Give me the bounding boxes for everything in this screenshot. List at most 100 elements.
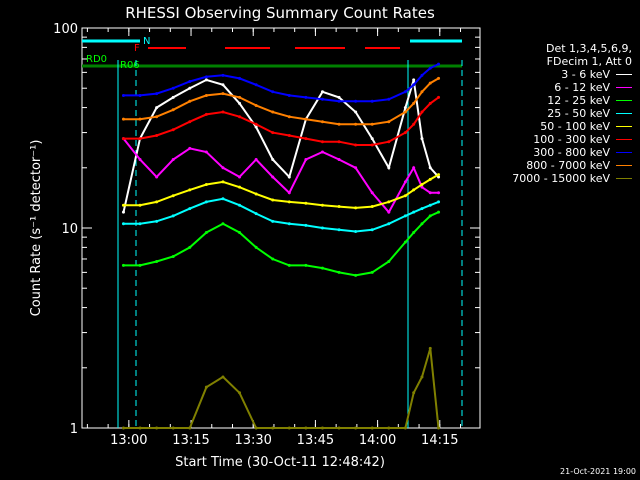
data-point-6-1	[138, 93, 142, 97]
data-point-3-18	[412, 210, 416, 214]
data-point-0-0	[121, 210, 125, 214]
data-point-3-8	[254, 212, 258, 216]
data-point-3-16	[387, 222, 391, 226]
data-point-3-19	[420, 207, 424, 211]
data-point-5-19	[420, 110, 424, 114]
data-point-5-10	[287, 134, 291, 138]
data-point-2-12	[320, 266, 324, 270]
data-point-4-7	[238, 185, 242, 189]
data-point-7-8	[254, 103, 258, 107]
y-axis-label: Count Rate (s⁻¹ detector⁻¹)	[29, 140, 44, 317]
data-point-8-0	[121, 426, 125, 430]
data-point-8-7	[238, 391, 242, 395]
data-point-5-8	[254, 122, 258, 126]
data-point-1-15	[370, 191, 374, 195]
flag-r06: R06	[120, 60, 140, 71]
data-point-3-9	[271, 219, 275, 223]
data-point-1-17	[403, 180, 407, 184]
legend-swatch	[616, 87, 632, 88]
data-point-8-11	[304, 426, 308, 430]
legend-header-line: Det 1,3,4,5,6,9,	[545, 42, 632, 55]
data-point-0-6	[221, 83, 225, 87]
timestamp: 21-Oct-2021 19:00	[560, 467, 636, 476]
data-point-2-3	[171, 255, 175, 259]
data-point-8-16	[387, 426, 391, 430]
data-point-7-3	[171, 108, 175, 112]
legend-header-line: FDecim 1, Att 0	[546, 55, 632, 68]
data-point-6-9	[271, 90, 275, 94]
data-point-3-10	[287, 222, 291, 226]
data-point-5-4	[188, 120, 192, 124]
data-point-2-5	[204, 230, 208, 234]
data-point-1-13	[337, 158, 341, 162]
y-tick-label-0: 1	[70, 422, 78, 437]
data-point-4-8	[254, 192, 258, 196]
legend-swatch	[616, 165, 632, 166]
data-point-0-7	[238, 101, 242, 105]
data-point-6-7	[238, 76, 242, 80]
legend-label: 800 - 7000 keV	[526, 159, 610, 172]
data-point-2-13	[337, 270, 341, 274]
x-tick-label-4: 14:00	[359, 433, 396, 448]
data-point-8-15	[370, 426, 374, 430]
data-point-5-15	[370, 143, 374, 147]
legend-entry-6: 300 - 800 keV	[472, 146, 632, 159]
data-point-3-0	[121, 222, 125, 226]
data-point-6-16	[387, 97, 391, 101]
data-point-8-2	[155, 426, 159, 430]
data-point-3-12	[320, 226, 324, 230]
data-point-1-8	[254, 158, 258, 162]
data-point-2-7	[238, 230, 242, 234]
data-point-5-14	[354, 143, 358, 147]
data-point-8-18	[412, 391, 416, 395]
data-point-5-3	[171, 128, 175, 132]
legend-entry-3: 25 - 50 keV	[472, 107, 632, 120]
data-point-3-14	[354, 230, 358, 234]
data-point-0-20	[428, 166, 432, 170]
data-point-4-14	[354, 206, 358, 210]
data-point-2-4	[188, 245, 192, 249]
data-point-6-3	[171, 86, 175, 90]
data-point-5-6	[221, 110, 225, 114]
data-point-6-10	[287, 93, 291, 97]
data-point-6-20	[428, 66, 432, 70]
data-point-7-13	[337, 122, 341, 126]
data-point-7-20	[428, 81, 432, 85]
data-point-2-21	[437, 210, 441, 214]
legend-entry-1: 6 - 12 keV	[472, 81, 632, 94]
y-tick-label-2: 100	[53, 22, 78, 37]
data-point-8-21	[437, 426, 441, 430]
legend-entry-4: 50 - 100 keV	[472, 120, 632, 133]
data-point-8-14	[354, 426, 358, 430]
data-point-7-2	[155, 115, 159, 119]
data-point-1-2	[155, 175, 159, 179]
data-point-7-17	[403, 110, 407, 114]
data-point-0-12	[320, 90, 324, 94]
series-line-0	[122, 78, 440, 213]
data-point-4-12	[320, 203, 324, 207]
data-point-4-10	[287, 200, 291, 204]
data-point-7-14	[354, 122, 358, 126]
data-point-1-3	[171, 158, 175, 162]
data-point-7-7	[238, 95, 242, 99]
data-point-4-9	[271, 198, 275, 202]
data-point-2-0	[121, 263, 125, 267]
data-point-1-14	[354, 166, 358, 170]
series-line-4	[123, 173, 440, 209]
data-point-2-8	[254, 245, 258, 249]
data-point-0-5	[204, 78, 208, 82]
data-point-0-14	[354, 110, 358, 114]
data-point-4-16	[387, 200, 391, 204]
data-point-3-11	[304, 223, 308, 227]
data-point-8-9	[271, 426, 275, 430]
data-point-7-1	[138, 117, 142, 121]
series-line-5	[123, 96, 440, 146]
data-point-3-13	[337, 228, 341, 232]
data-point-6-8	[254, 83, 258, 87]
legend-label: 25 - 50 keV	[547, 107, 610, 120]
data-point-1-19	[420, 185, 424, 189]
data-point-7-19	[420, 90, 424, 94]
data-point-1-1	[138, 158, 142, 162]
